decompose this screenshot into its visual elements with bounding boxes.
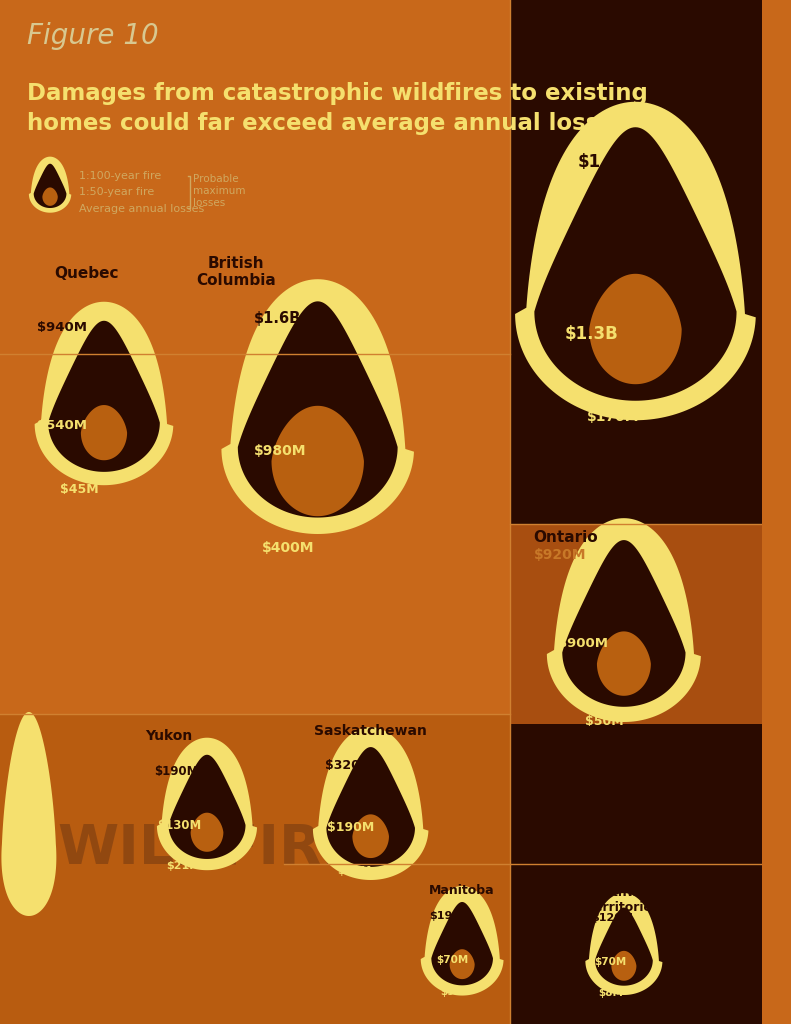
Text: $70M: $70M — [436, 955, 468, 965]
Text: homes could far exceed average annual losses: homes could far exceed average annual lo… — [27, 112, 629, 135]
Text: WILDFIRE: WILDFIRE — [58, 822, 361, 876]
Text: Saskatchewan: Saskatchewan — [314, 724, 427, 738]
Polygon shape — [327, 748, 415, 867]
Text: $190M: $190M — [430, 911, 471, 921]
Bar — [510, 524, 762, 724]
Text: $1.6B: $1.6B — [254, 310, 301, 326]
Polygon shape — [238, 301, 398, 517]
Text: $21M: $21M — [167, 861, 201, 871]
Polygon shape — [352, 814, 389, 858]
Polygon shape — [562, 540, 686, 707]
Text: $70M: $70M — [594, 957, 626, 967]
Bar — [0, 714, 510, 1024]
Polygon shape — [515, 101, 755, 420]
Text: Ontario: Ontario — [533, 530, 598, 545]
Bar — [510, 0, 762, 524]
Polygon shape — [221, 280, 414, 534]
Text: $980M: $980M — [254, 444, 307, 458]
Polygon shape — [157, 737, 257, 870]
Text: $190M: $190M — [327, 821, 375, 835]
Text: $920M: $920M — [533, 548, 586, 562]
Text: $1.3B: $1.3B — [564, 325, 618, 343]
Text: $900M: $900M — [558, 638, 608, 650]
Polygon shape — [585, 893, 662, 995]
Polygon shape — [535, 127, 736, 400]
Text: $190M: $190M — [154, 766, 199, 778]
Text: $400M: $400M — [262, 541, 314, 555]
Text: $50M: $50M — [585, 716, 624, 728]
Text: Quebec: Quebec — [54, 266, 119, 281]
Text: Damages from catastrophic wildfires to existing: Damages from catastrophic wildfires to e… — [27, 82, 648, 105]
Polygon shape — [547, 518, 701, 722]
Text: 1:50-year fire: 1:50-year fire — [79, 187, 154, 197]
Polygon shape — [589, 273, 682, 384]
Polygon shape — [431, 902, 493, 985]
Polygon shape — [48, 321, 160, 472]
Text: $22M: $22M — [337, 866, 371, 876]
Text: Figure 10: Figure 10 — [27, 22, 158, 50]
Text: Northwest
Territories: Northwest Territories — [588, 886, 660, 914]
Text: British
Columbia: British Columbia — [196, 256, 276, 289]
Text: $45M: $45M — [59, 483, 98, 497]
Polygon shape — [611, 951, 637, 981]
Text: $540M: $540M — [36, 420, 86, 432]
Polygon shape — [43, 187, 58, 206]
Polygon shape — [271, 406, 364, 516]
Text: $940M: $940M — [36, 322, 86, 335]
Polygon shape — [191, 813, 223, 852]
Text: $1.9B: $1.9B — [577, 153, 631, 171]
Polygon shape — [81, 406, 127, 460]
Text: $8M: $8M — [598, 988, 623, 998]
Text: Probable
maximum
losses: Probable maximum losses — [192, 174, 245, 209]
Polygon shape — [168, 755, 245, 859]
Polygon shape — [35, 302, 173, 485]
Polygon shape — [313, 727, 429, 880]
Polygon shape — [29, 157, 71, 213]
Text: Alberta: Alberta — [535, 10, 604, 28]
Text: Average annual losses: Average annual losses — [79, 204, 204, 214]
Text: $9M: $9M — [440, 987, 465, 997]
Polygon shape — [421, 886, 504, 995]
Text: $120M: $120M — [591, 913, 633, 923]
Text: Manitoba: Manitoba — [430, 884, 495, 897]
Polygon shape — [34, 164, 66, 208]
Bar — [510, 724, 762, 1024]
Polygon shape — [2, 712, 56, 916]
Text: $130M: $130M — [157, 819, 201, 833]
Polygon shape — [595, 907, 653, 986]
Text: $170M: $170M — [587, 410, 640, 424]
Text: $320M: $320M — [325, 760, 373, 772]
Polygon shape — [597, 632, 651, 695]
Text: Yukon: Yukon — [145, 729, 192, 743]
Polygon shape — [449, 949, 475, 979]
Text: 1:100-year fire: 1:100-year fire — [79, 171, 161, 181]
